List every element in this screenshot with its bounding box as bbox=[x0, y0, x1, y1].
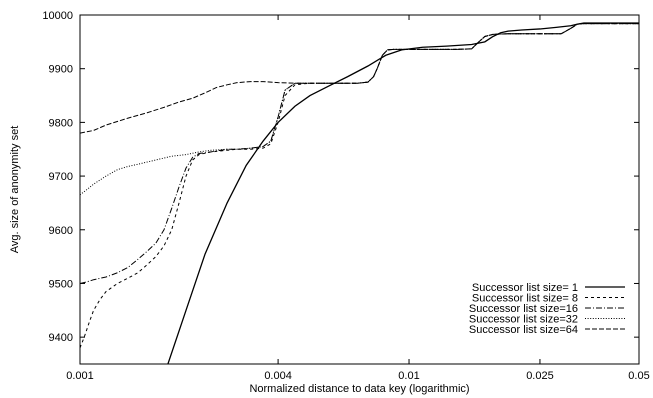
series-line-1 bbox=[167, 22, 639, 364]
legend-label: Successor list size=16 bbox=[469, 303, 578, 315]
y-tick-label: 9900 bbox=[49, 64, 73, 76]
series-line-3 bbox=[80, 23, 639, 284]
y-tick-label: 9700 bbox=[49, 171, 73, 183]
x-tick-label: 0.004 bbox=[264, 370, 292, 382]
legend-label: Successor list size=32 bbox=[469, 314, 578, 326]
x-tick-label: 0.01 bbox=[398, 370, 419, 382]
legend-label: Successor list size=64 bbox=[469, 324, 578, 336]
x-axis-label: Normalized distance to data key (logarit… bbox=[249, 383, 469, 395]
legend-label: Successor list size= 8 bbox=[472, 293, 578, 305]
x-tick-label: 0.05 bbox=[628, 370, 649, 382]
y-tick-label: 9500 bbox=[49, 278, 73, 290]
x-tick-label: 0.001 bbox=[66, 370, 94, 382]
y-tick-label: 9600 bbox=[49, 225, 73, 237]
x-tick-label: 0.025 bbox=[526, 370, 554, 382]
series-line-4 bbox=[80, 23, 639, 196]
y-tick-label: 9400 bbox=[49, 332, 73, 344]
plot-frame bbox=[79, 14, 640, 365]
y-tick-label: 10000 bbox=[42, 10, 73, 22]
y-tick-label: 9800 bbox=[49, 117, 73, 129]
series-line-5 bbox=[80, 23, 639, 134]
y-axis-label: Avg. size of anonymity set bbox=[9, 126, 21, 254]
legend-label: Successor list size= 1 bbox=[472, 282, 578, 294]
